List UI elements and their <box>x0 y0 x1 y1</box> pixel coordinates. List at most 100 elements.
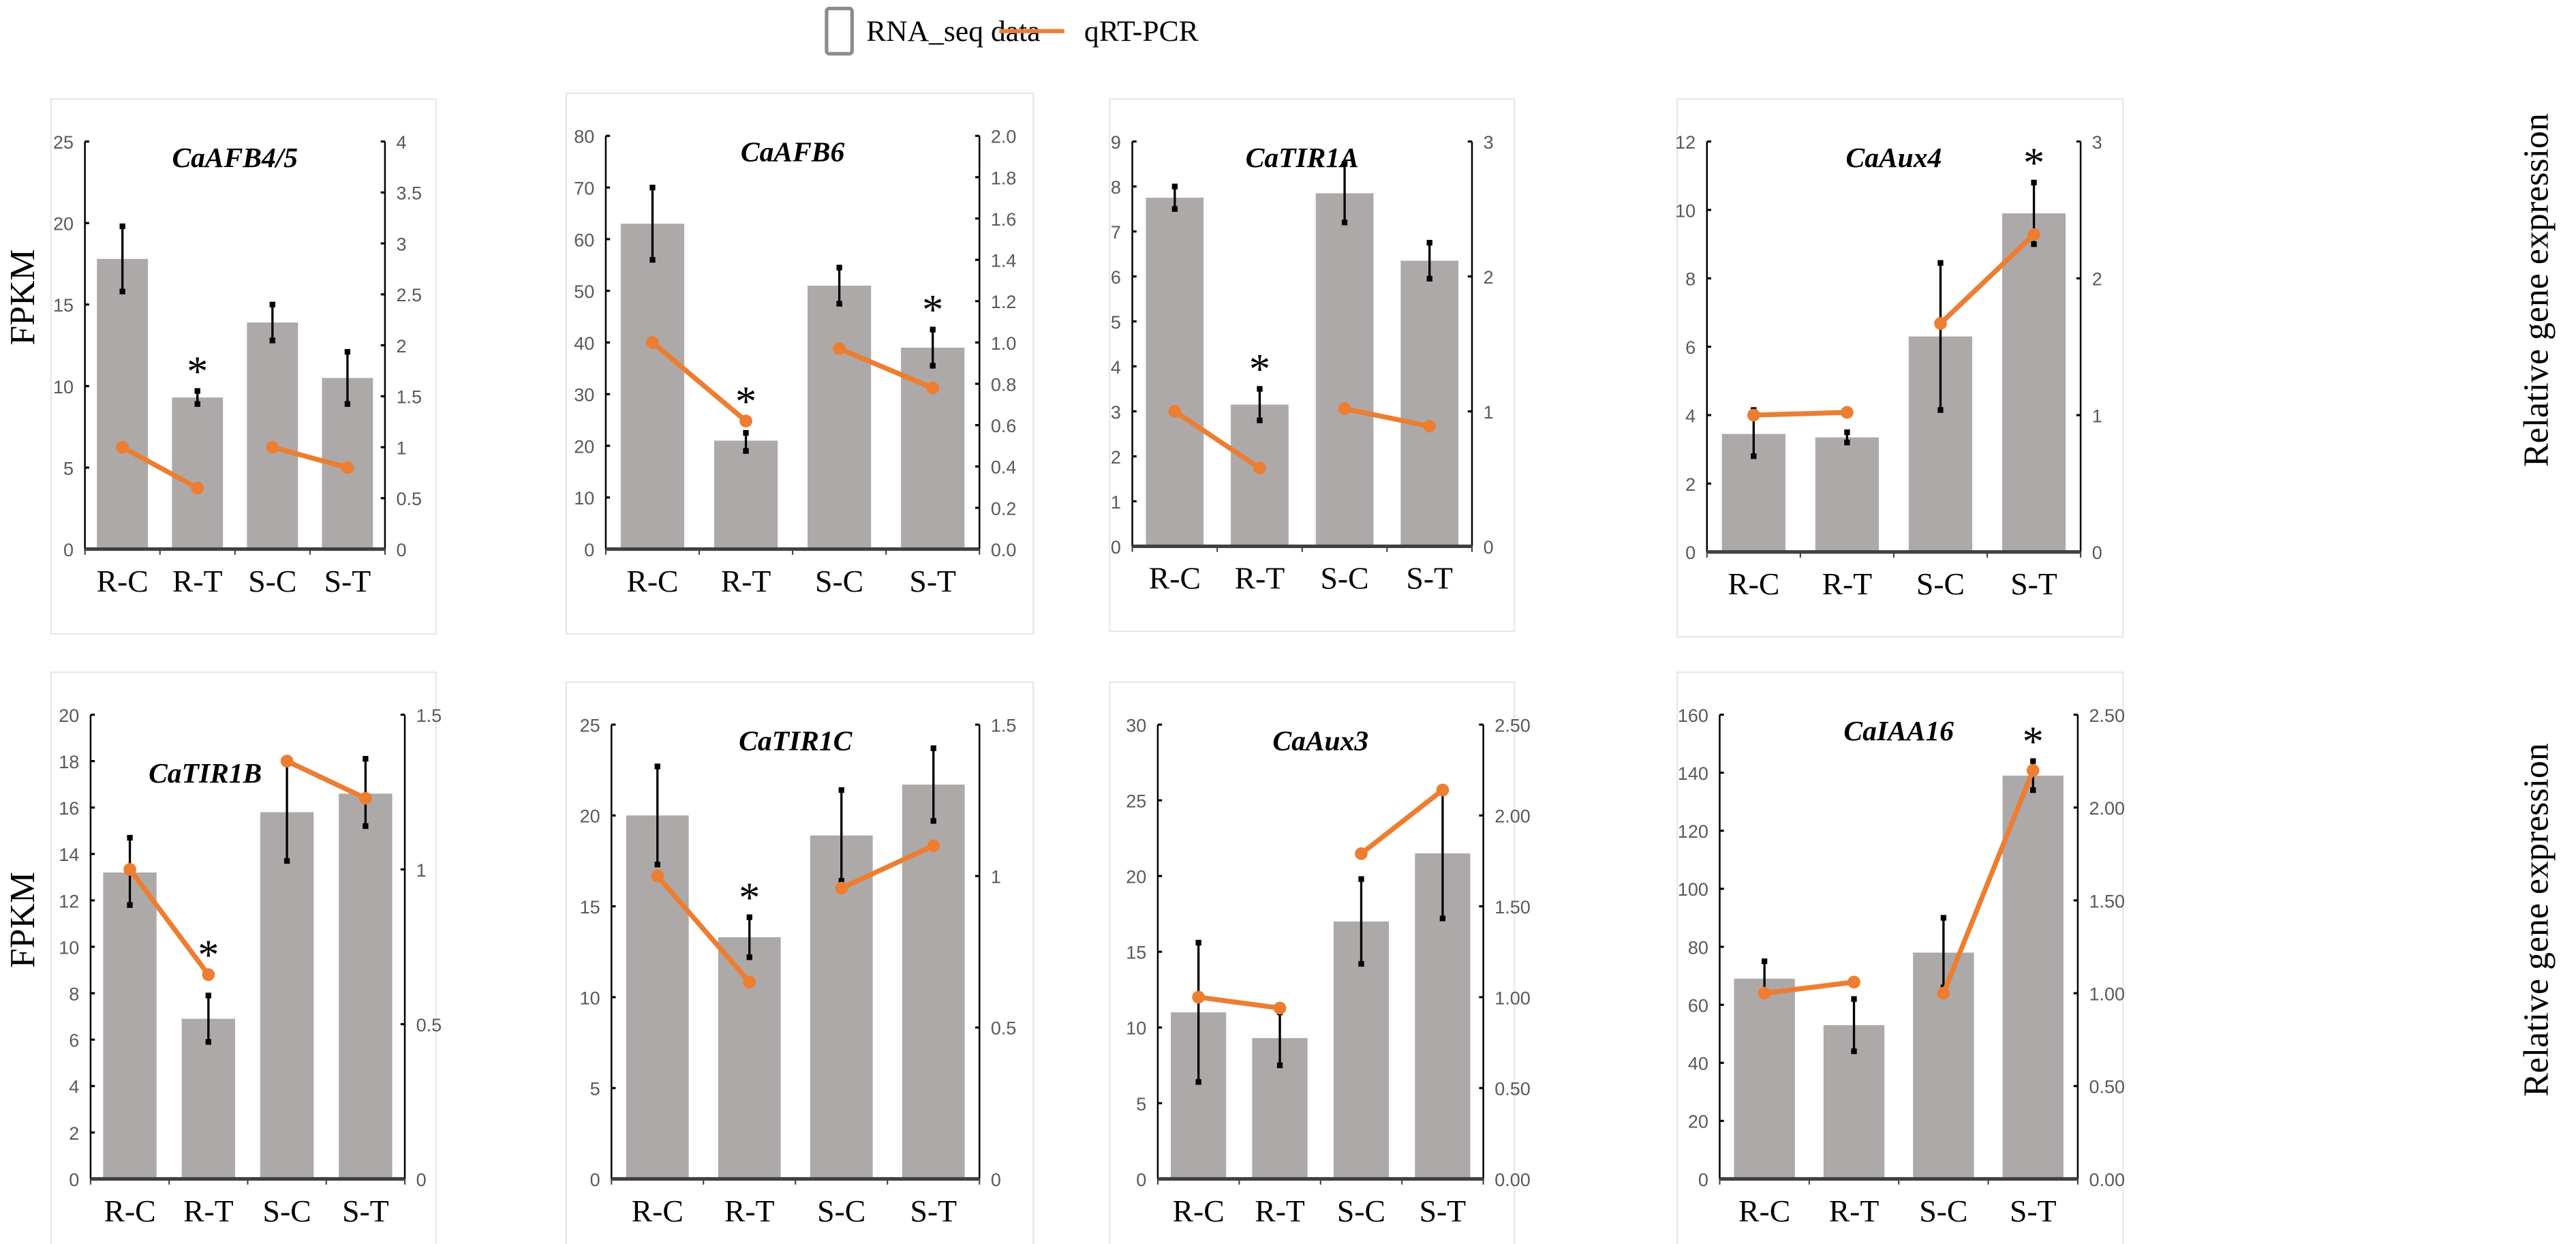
left-tick-label: 8 <box>69 984 79 1004</box>
error-cap-low <box>2030 787 2036 793</box>
bar-r-t <box>714 440 778 549</box>
right-tick-label: 2.00 <box>2089 798 2126 819</box>
left-tick-label: 8 <box>1111 177 1121 198</box>
bar-s-c <box>1315 193 1374 547</box>
left-tick-label: 25 <box>53 132 74 153</box>
right-tick-label: 2.50 <box>2089 706 2126 726</box>
left-tick-label: 18 <box>59 752 79 772</box>
right-tick-label: 1.2 <box>991 292 1017 312</box>
right-tick-label: 2 <box>2092 269 2102 290</box>
left-tick-label: 20 <box>1126 867 1146 888</box>
left-tick-label: 10 <box>1126 1018 1146 1039</box>
qrt-point-r-c <box>1168 405 1182 418</box>
left-tick-label: 4 <box>69 1077 79 1097</box>
left-tick-label: 5 <box>1136 1094 1146 1114</box>
left-tick-label: 10 <box>580 988 600 1008</box>
qrt-point-r-c <box>651 869 664 883</box>
significance-star: * <box>2023 140 2044 187</box>
right-tick-label: 0.50 <box>1494 1079 1531 1099</box>
left-tick-label: 10 <box>574 488 594 509</box>
x-tick-label: R-C <box>632 1194 684 1228</box>
bar-s-c <box>247 322 298 549</box>
error-cap-high <box>1937 260 1944 266</box>
right-tick-label: 0.5 <box>991 1018 1017 1039</box>
error-cap-high <box>1426 239 1432 246</box>
chart-title: CaIAA16 <box>1843 715 1954 746</box>
x-tick-label: S-C <box>1919 1194 1967 1228</box>
left-tick-label: 4 <box>1111 357 1121 378</box>
error-cap-low <box>930 363 936 369</box>
x-tick-label: R-C <box>1149 561 1201 596</box>
x-tick-label: S-C <box>817 1194 865 1228</box>
left-tick-label: 60 <box>1688 996 1708 1016</box>
error-cap-low <box>194 401 200 407</box>
error-cap-high <box>930 745 936 751</box>
qrt-point-r-c <box>1192 990 1205 1004</box>
x-tick-label: R-C <box>104 1194 155 1228</box>
bar-r-c <box>1734 978 1795 1179</box>
qrt-point-s-c <box>1937 986 1950 1000</box>
qrt-line-segment <box>284 758 368 801</box>
chart-title: CaAFB4/5 <box>172 142 298 173</box>
panel-frame <box>565 92 1034 635</box>
x-tick-label: R-T <box>721 564 771 598</box>
qrt-line-segment <box>839 843 936 891</box>
left-tick-label: 16 <box>59 798 79 819</box>
panel-catir1a: 0 1 2 3 4 5 6 7 8 9 0 1 2 3 * R-C R-T S-C S-T CaTIR1A <box>1109 98 1516 633</box>
left-tick-label: 3 <box>1111 402 1121 423</box>
legend: RNA_seq data qRT-PCR <box>825 6 1199 56</box>
left-tick-label: 20 <box>53 214 74 234</box>
left-tick-label: 0 <box>1136 1170 1146 1190</box>
right-tick-label: 2.50 <box>1494 715 1531 735</box>
qrt-line-segment <box>1172 408 1263 471</box>
right-tick-label: 1.5 <box>416 706 442 726</box>
left-tick-label: 160 <box>1678 706 1708 726</box>
x-tick-label: S-T <box>1406 561 1453 596</box>
qrt-point-r-c <box>116 440 129 454</box>
error-cap-low <box>1358 960 1364 967</box>
left-tick-label: 15 <box>1126 943 1146 963</box>
qrt-point-s-t <box>1423 419 1437 433</box>
qrt-point-r-c <box>646 336 659 349</box>
bar-r-t <box>718 937 781 1179</box>
bar-s-t <box>2002 213 2066 552</box>
right-tick-label: 2.0 <box>991 127 1017 147</box>
panel-frame <box>1676 671 2124 1244</box>
bar-r-c <box>103 873 157 1179</box>
left-tick-label: 0 <box>1685 543 1696 563</box>
right-tick-label: 2 <box>397 336 407 356</box>
error-cap-low <box>1171 206 1178 212</box>
error-cap-low <box>930 818 936 824</box>
left-tick-label: 100 <box>1678 879 1708 900</box>
panel-catir1c: 0 5 10 15 20 25 0 0.5 1 1.5 * R-C R-T S-C S-T CaTIR1C <box>565 681 1034 1244</box>
error-cap-low <box>363 823 369 830</box>
error-cap-high <box>344 349 351 355</box>
x-tick-label: S-C <box>815 564 863 598</box>
left-tick-label: 8 <box>1685 269 1696 290</box>
left-tick-label: 40 <box>574 333 594 354</box>
error-cap-high <box>2031 179 2037 185</box>
right-tick-label: 0.0 <box>991 540 1017 560</box>
left-tick-label: 0 <box>1698 1170 1708 1190</box>
chart-title: CaAFB6 <box>741 136 845 168</box>
qrt-point-s-t <box>2027 228 2040 241</box>
right-tick-label: 0.00 <box>1494 1170 1531 1190</box>
panel-caafb6: 0 10 20 30 40 50 60 70 80 0.0 0.2 0.4 0.6 0.8 1.0 1.2 1.… <box>565 92 1034 635</box>
left-tick-label: 2 <box>1111 447 1121 468</box>
left-tick-label: 120 <box>1678 821 1708 842</box>
right-tick-label: 3 <box>2092 132 2102 153</box>
bar-r-c <box>1146 198 1204 547</box>
x-tick-label: S-T <box>2010 1194 2057 1228</box>
error-cap-high <box>1940 915 1947 921</box>
error-cap-high <box>1257 386 1263 392</box>
bar-r-t <box>1231 404 1289 547</box>
left-tick-label: 20 <box>580 806 600 827</box>
error-cap-high <box>194 388 200 394</box>
x-tick-label: R-C <box>1173 1194 1225 1228</box>
qrt-line-segment <box>1751 410 1850 418</box>
left-tick-label: 10 <box>53 377 74 397</box>
chart-title: CaTIR1C <box>739 725 853 756</box>
significance-star: * <box>2023 718 2044 765</box>
